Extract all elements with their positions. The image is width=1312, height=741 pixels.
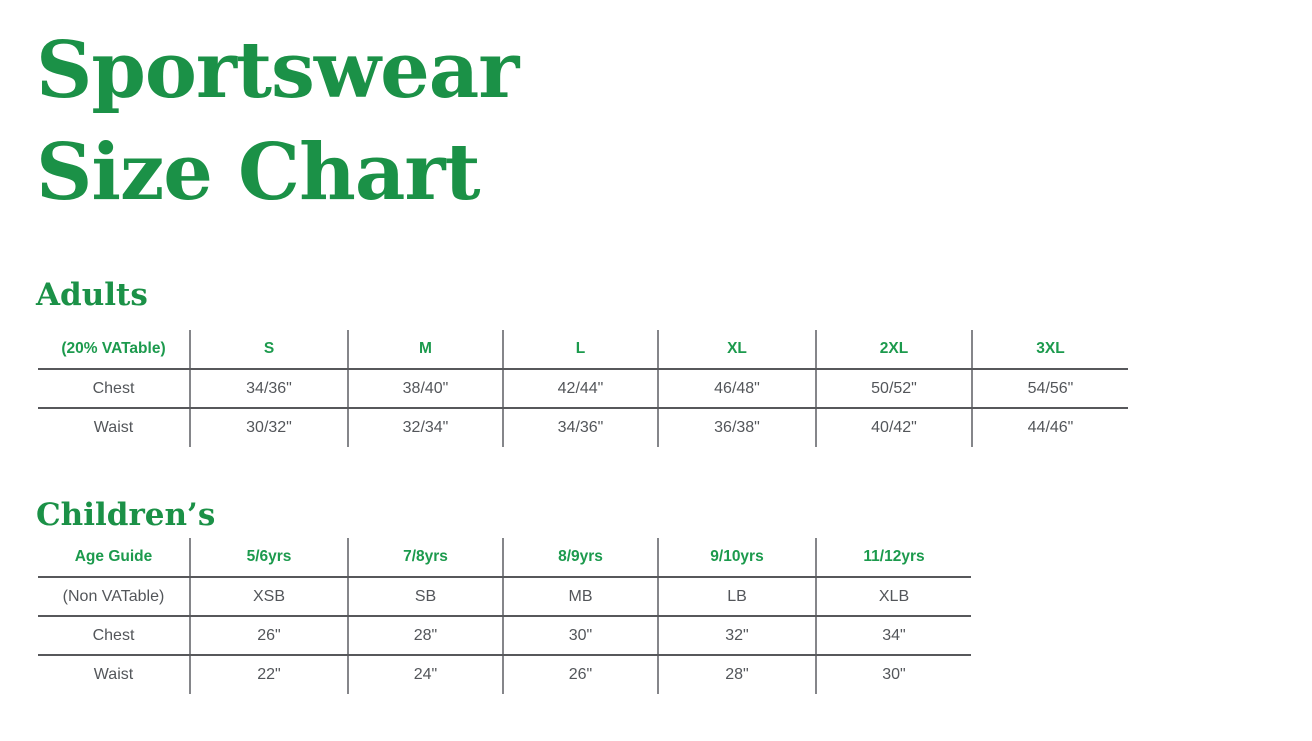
row-label: Chest: [37, 615, 191, 656]
table-cell: 22": [189, 654, 349, 695]
table-cell: 44/46": [971, 407, 1129, 448]
table-cell: 40/42": [815, 407, 973, 448]
table-cell: 36/38": [657, 407, 817, 448]
table-cell: 30/32": [189, 407, 349, 448]
table-cell: XLB: [815, 576, 972, 617]
column-header-xl: XL: [657, 329, 817, 370]
page-title: Sportswear Size Chart: [36, 20, 519, 224]
column-header-2xl: 2XL: [815, 329, 973, 370]
table-row-waist: Waist 22" 24" 26" 28" 30": [37, 654, 972, 695]
table-cell: 26": [189, 615, 349, 656]
table-row-non-vatable: (Non VATable) XSB SB MB LB XLB: [37, 576, 972, 617]
row-label: (Non VATable): [37, 576, 191, 617]
children-section-heading: Children’s: [36, 497, 216, 533]
table-cell: XSB: [189, 576, 349, 617]
table-cell: 50/52": [815, 368, 973, 409]
column-header-l: L: [502, 329, 659, 370]
table-cell: 30": [502, 615, 659, 656]
table-cell: 28": [657, 654, 817, 695]
children-header-row: Age Guide 5/6yrs 7/8yrs 8/9yrs 9/10yrs 1…: [37, 537, 972, 578]
table-cell: 26": [502, 654, 659, 695]
table-cell: 32/34": [347, 407, 504, 448]
column-header-3xl: 3XL: [971, 329, 1129, 370]
row-label: Chest: [37, 368, 191, 409]
children-size-table: Age Guide 5/6yrs 7/8yrs 8/9yrs 9/10yrs 1…: [37, 537, 972, 695]
table-cell: 38/40": [347, 368, 504, 409]
page-title-line-1: Sportswear: [36, 25, 519, 116]
column-header-11-12yrs: 11/12yrs: [815, 537, 972, 578]
table-cell: MB: [502, 576, 659, 617]
adults-header-row: (20% VATable) S M L XL 2XL 3XL: [37, 329, 1129, 370]
adults-section-heading: Adults: [36, 277, 148, 313]
column-header-5-6yrs: 5/6yrs: [189, 537, 349, 578]
column-header-s: S: [189, 329, 349, 370]
table-cell: 30": [815, 654, 972, 695]
table-cell: 34": [815, 615, 972, 656]
table-cell: 54/56": [971, 368, 1129, 409]
table-cell: 46/48": [657, 368, 817, 409]
table-cell: 42/44": [502, 368, 659, 409]
table-row-chest: Chest 26" 28" 30" 32" 34": [37, 615, 972, 656]
table-row-waist: Waist 30/32" 32/34" 34/36" 36/38" 40/42"…: [37, 407, 1129, 448]
table-row-chest: Chest 34/36" 38/40" 42/44" 46/48" 50/52"…: [37, 368, 1129, 409]
column-header-age-guide: Age Guide: [37, 537, 191, 578]
row-label: Waist: [37, 654, 191, 695]
column-header-m: M: [347, 329, 504, 370]
page-title-line-2: Size Chart: [36, 127, 481, 218]
table-cell: 24": [347, 654, 504, 695]
column-header-7-8yrs: 7/8yrs: [347, 537, 504, 578]
row-label: Waist: [37, 407, 191, 448]
table-cell: 34/36": [189, 368, 349, 409]
column-header-8-9yrs: 8/9yrs: [502, 537, 659, 578]
table-cell: 32": [657, 615, 817, 656]
table-cell: LB: [657, 576, 817, 617]
table-cell: 34/36": [502, 407, 659, 448]
adults-size-table: (20% VATable) S M L XL 2XL 3XL Chest 34/…: [37, 329, 1129, 448]
table-cell: SB: [347, 576, 504, 617]
table-cell: 28": [347, 615, 504, 656]
column-header-9-10yrs: 9/10yrs: [657, 537, 817, 578]
column-header-vatable: (20% VATable): [37, 329, 191, 370]
